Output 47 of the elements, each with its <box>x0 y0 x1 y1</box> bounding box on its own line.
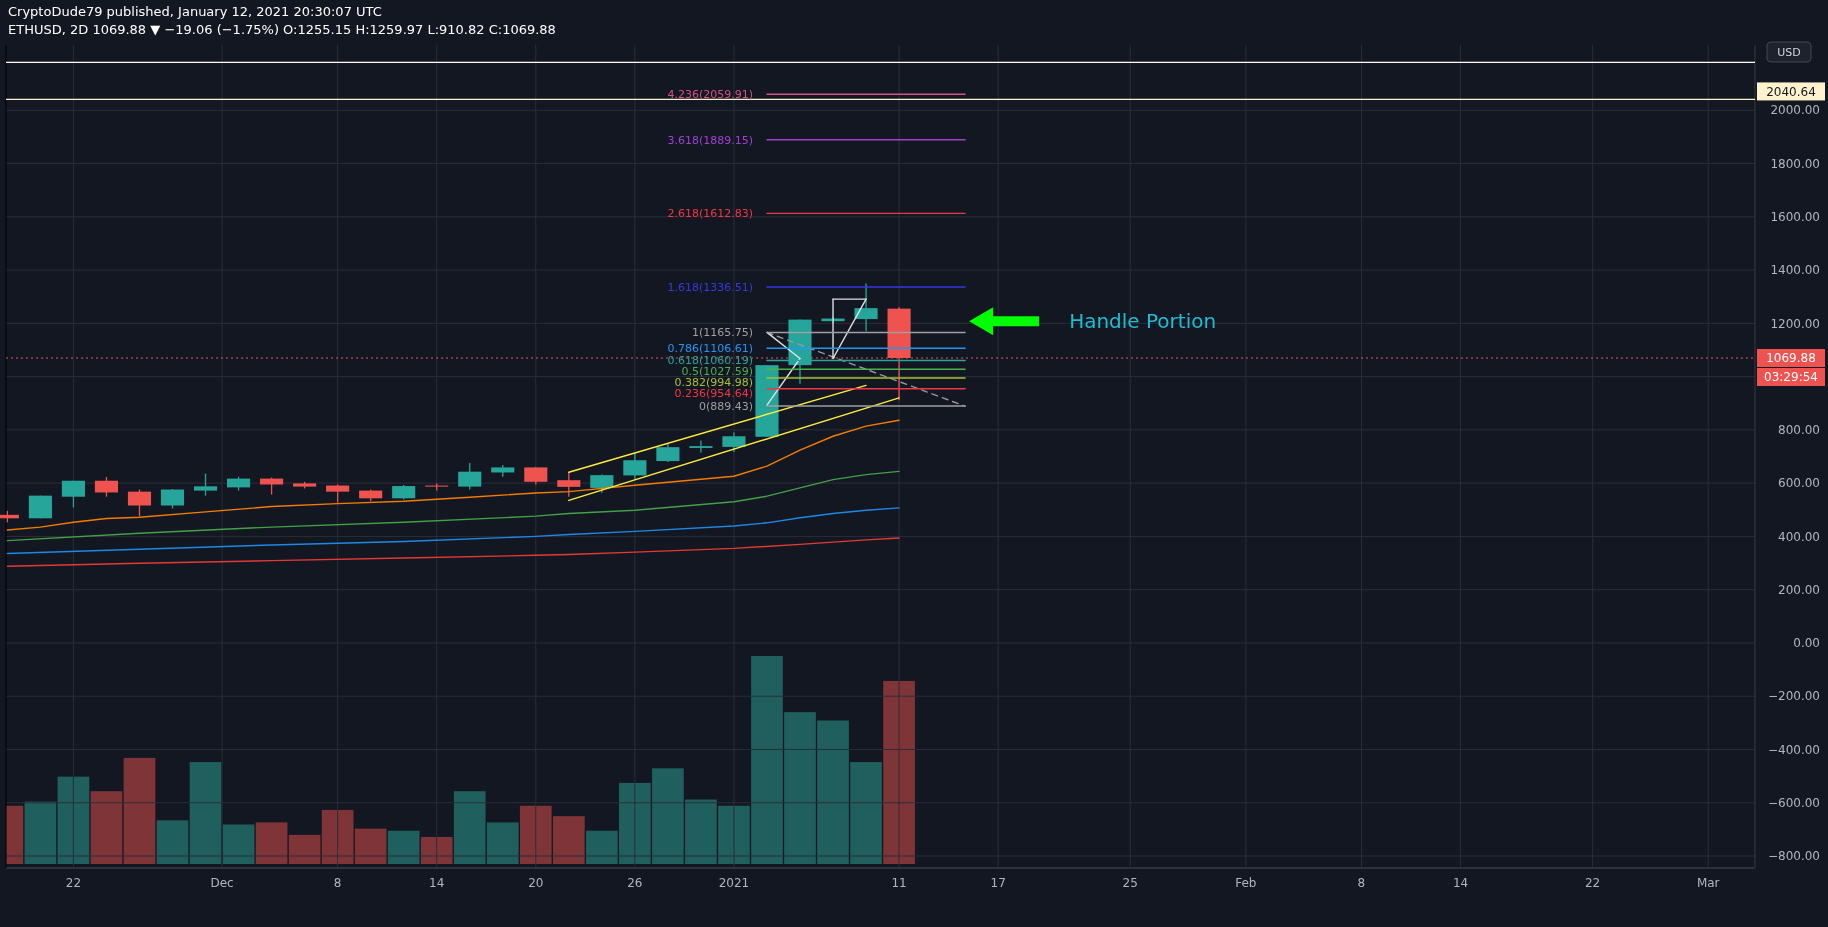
x-tick-label: 20 <box>528 876 544 890</box>
x-tick-label: 17 <box>990 876 1006 890</box>
chart-title: CryptoDude79 published, January 12, 2021 20:30:07 UTC <box>8 4 382 19</box>
y-tick-label: 600.00 <box>1778 476 1820 491</box>
y-tick-label: −400.00 <box>1767 742 1820 757</box>
series-label: 2.618(1612.83) <box>667 207 753 221</box>
series-label: 0.236(954.64) <box>674 387 753 401</box>
series-label: 3.618(1889.15) <box>667 133 753 147</box>
y-tick-label: 2000.00 <box>1770 103 1820 118</box>
x-tick-label: 14 <box>1452 876 1469 890</box>
x-tick-label: 26 <box>627 876 643 890</box>
y-tick-label: −600.00 <box>1767 795 1820 810</box>
series-label: 0.382(994.98) <box>674 376 753 390</box>
x-tick-label: 14 <box>429 876 445 890</box>
series-label: 0.618(1060.19) <box>667 354 753 368</box>
y-tick-label: 1600.00 <box>1770 209 1820 224</box>
y-tick-label: −800.00 <box>1767 849 1820 864</box>
y-tick-label: 800.00 <box>1778 423 1820 438</box>
y-tick-label: 1800.00 <box>1770 156 1820 171</box>
annotation: Handle Portion <box>1069 309 1217 334</box>
x-tick-label: 8 <box>1357 876 1366 890</box>
series-label: 1(1165.75) <box>691 326 753 340</box>
x-tick-label: Mar <box>1696 876 1720 890</box>
y-tick-label: −200.00 <box>1767 689 1820 704</box>
chart-subtitle: ETHUSD, 2D 1069.88 ▼ −19.06 (−1.75%) O:1255.15 H:1259.97 L:910.82 C:1069.88 <box>8 22 556 37</box>
series-label: 0.786(1106.61) <box>667 342 753 356</box>
y-tick-label: 1400.00 <box>1770 263 1820 278</box>
y-tick-label: 0.00 <box>1793 636 1820 651</box>
y-tick-label: 400.00 <box>1778 529 1820 544</box>
x-tick-label: 22 <box>65 876 82 890</box>
y-tick-label: 200.00 <box>1778 582 1820 597</box>
x-tick-label: 25 <box>1122 876 1138 890</box>
x-tick-label: Feb <box>1235 876 1257 890</box>
x-tick-label: 11 <box>891 876 907 890</box>
ref-line-label: 1069.88 <box>1766 351 1816 366</box>
text: 03:29:54 <box>1764 370 1818 385</box>
ref-line-label: 2040.64 <box>1766 84 1816 99</box>
x-tick-label: 22 <box>1584 876 1601 890</box>
y-tick-label: 1200.00 <box>1770 316 1820 331</box>
series-label: 0.5(1027.59) <box>681 365 753 379</box>
x-tick-label: 8 <box>333 876 342 890</box>
x-tick-label: Dec <box>210 876 234 890</box>
series-label: 4.236(2059.91) <box>667 88 753 102</box>
x-tick-label: 2021 <box>718 876 750 890</box>
series-label: 0(889.43) <box>698 399 753 413</box>
text: USD <box>1777 45 1801 59</box>
series-label: 1.618(1336.51) <box>667 280 753 294</box>
